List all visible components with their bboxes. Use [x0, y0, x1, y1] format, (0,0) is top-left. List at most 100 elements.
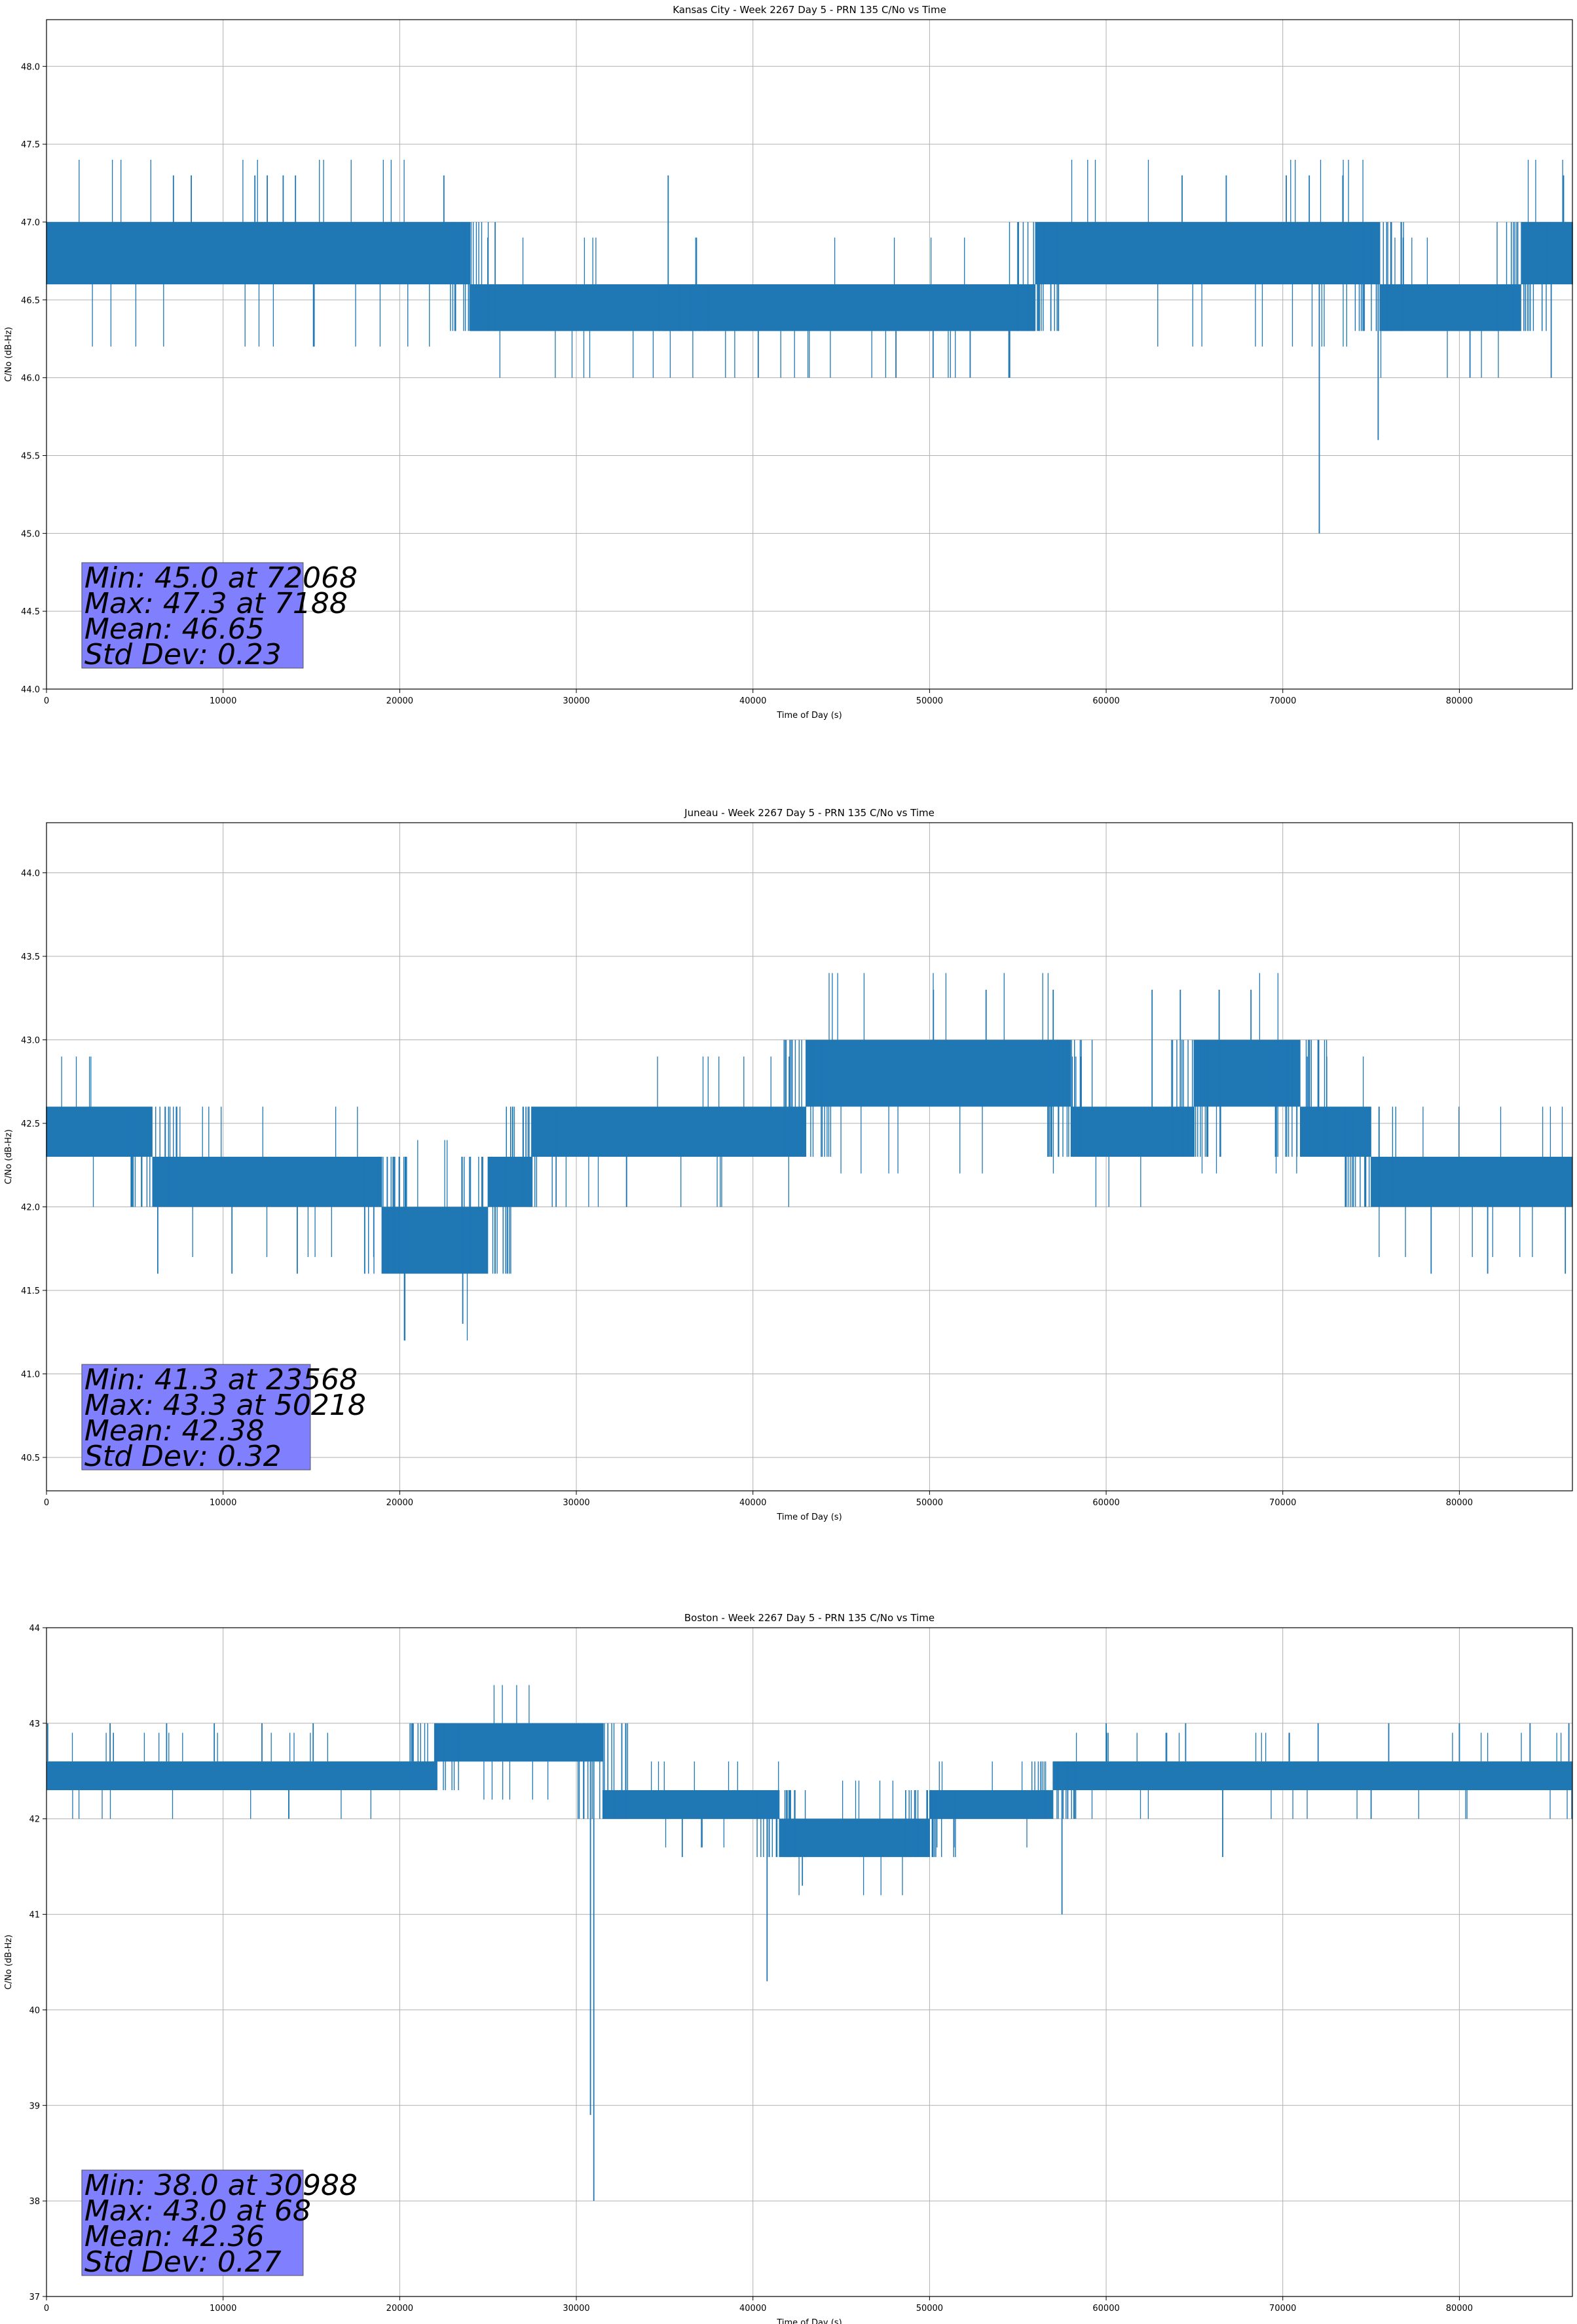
x-axis-label: Time of Day (s): [776, 711, 842, 721]
data-series: [46, 159, 1573, 534]
x-tick-label: 0: [44, 1498, 49, 1508]
data-band-segment: [46, 1761, 436, 1790]
y-tick-label: 42.0: [21, 1203, 40, 1213]
y-tick-label: 46.0: [21, 374, 40, 384]
x-tick-label: 60000: [1092, 1498, 1119, 1508]
stats-line: Std Dev: 0.32: [84, 1440, 282, 1473]
data-band-segment: [806, 1040, 1071, 1107]
chart-title: Boston - Week 2267 Day 5 - PRN 135 C/No …: [684, 1612, 935, 1624]
stats-line: Std Dev: 0.27: [84, 2245, 282, 2279]
y-tick-label: 46.5: [21, 296, 40, 306]
data-band-segment: [1521, 222, 1572, 285]
stats-line: Max: 47.3 at 7188: [84, 587, 348, 620]
stats-line: Mean: 42.36: [84, 2220, 265, 2253]
y-axis-label: C/No (dB-Hz): [4, 1935, 14, 1990]
data-band-segment: [603, 1790, 780, 1819]
stats-line: Std Dev: 0.23: [84, 638, 282, 671]
data-band-segment: [382, 1207, 489, 1274]
y-tick-label: 43.5: [21, 952, 40, 962]
y-tick-label: 37: [29, 2293, 40, 2302]
x-tick-label: 30000: [563, 1498, 589, 1508]
x-tick-label: 30000: [563, 2304, 589, 2314]
y-tick-label: 47.5: [21, 140, 40, 150]
x-axis-label: Time of Day (s): [776, 1512, 842, 1522]
data-series: [46, 973, 1573, 1341]
y-tick-label: 42: [29, 1815, 40, 1825]
chart-panel-1: 0 10000 20000 30000 40000 50000 60000 70000 8000…: [4, 4, 1573, 721]
y-tick-label: 42.5: [21, 1119, 40, 1129]
data-band-segment: [929, 1790, 1054, 1819]
y-tick-label: 41: [29, 1911, 40, 1921]
y-tick-label: 47.0: [21, 218, 40, 228]
y-tick-label: 38: [29, 2197, 40, 2207]
x-tick-label: 20000: [386, 696, 413, 706]
data-band-segment: [470, 284, 682, 331]
y-tick-label: 40: [29, 2006, 40, 2015]
x-tick-label: 20000: [386, 1498, 413, 1508]
plot-frame: [46, 1627, 1573, 2297]
x-tick-label: 10000: [210, 696, 236, 706]
x-tick-label: 20000: [386, 2304, 413, 2314]
x-tick-label: 0: [44, 696, 49, 706]
stats-line: Mean: 46.65: [84, 612, 265, 646]
x-tick-label: 40000: [739, 1498, 766, 1508]
y-tick-label: 44: [29, 1624, 40, 1634]
chart-title: Kansas City - Week 2267 Day 5 - PRN 135 …: [673, 4, 946, 16]
stats-line: Max: 43.3 at 50218: [84, 1389, 366, 1422]
stats-line: Max: 43.0 at 68: [84, 2194, 311, 2228]
y-tick-label: 41.0: [21, 1370, 40, 1380]
x-tick-label: 80000: [1446, 1498, 1473, 1508]
y-axis-label: C/No (dB-Hz): [4, 1129, 14, 1184]
data-band-segment: [1300, 1106, 1371, 1157]
stats-line: Mean: 42.38: [84, 1414, 265, 1448]
data-band-segment: [1053, 1761, 1572, 1790]
stats-box: [81, 562, 304, 669]
data-band-segment: [532, 1106, 806, 1157]
x-tick-label: 40000: [739, 2304, 766, 2314]
x-tick-label: 50000: [916, 2304, 943, 2314]
y-tick-label: 43.0: [21, 1036, 40, 1046]
y-tick-label: 44.0: [21, 869, 40, 879]
chart-title: Juneau - Week 2267 Day 5 - PRN 135 C/No …: [684, 807, 935, 819]
x-tick-label: 70000: [1269, 1498, 1296, 1508]
data-band-segment: [435, 1723, 603, 1762]
x-tick-label: 70000: [1269, 696, 1296, 706]
data-band-segment: [46, 1106, 153, 1157]
data-series: [46, 1685, 1572, 2202]
x-tick-label: 10000: [210, 1498, 236, 1508]
x-tick-label: 50000: [916, 696, 943, 706]
chart-panel-3: 0 10000 20000 30000 40000 50000 60000 70000 8000…: [4, 1612, 1573, 2324]
plot-frame: [46, 19, 1573, 690]
stats-box: [81, 1364, 311, 1471]
x-axis-label: Time of Day (s): [776, 2318, 842, 2324]
x-tick-label: 0: [44, 2304, 49, 2314]
data-band-segment: [1194, 1040, 1301, 1107]
y-tick-label: 48.0: [21, 62, 40, 72]
data-band-segment: [779, 1818, 930, 1857]
y-tick-label: 41.5: [21, 1286, 40, 1296]
data-band-segment: [682, 284, 1036, 331]
stats-box: [81, 2169, 304, 2276]
y-tick-label: 45.5: [21, 451, 40, 461]
stats-line: Min: 38.0 at 30988: [84, 2169, 358, 2202]
y-axis-label: C/No (dB-Hz): [4, 327, 14, 382]
y-tick-label: 39: [29, 2101, 40, 2111]
data-band-segment: [152, 1157, 382, 1207]
y-tick-label: 44.0: [21, 685, 40, 695]
x-tick-label: 10000: [210, 2304, 236, 2314]
y-tick-label: 45.0: [21, 529, 40, 539]
x-tick-label: 80000: [1446, 2304, 1473, 2314]
stats-line: Min: 41.3 at 23568: [84, 1363, 358, 1396]
data-band-segment: [1371, 1157, 1572, 1207]
data-band-segment: [46, 222, 471, 285]
x-tick-label: 60000: [1092, 696, 1119, 706]
y-tick-label: 44.5: [21, 607, 40, 617]
chart-panel-2: 0 10000 20000 30000 40000 50000 60000 70000 8000…: [4, 807, 1573, 1522]
x-tick-label: 60000: [1092, 2304, 1119, 2314]
y-tick-label: 43: [29, 1719, 40, 1729]
stats-line: Min: 45.0 at 72068: [84, 561, 358, 595]
x-tick-label: 30000: [563, 696, 589, 706]
y-tick-label: 40.5: [21, 1453, 40, 1463]
data-band-segment: [1035, 222, 1381, 285]
